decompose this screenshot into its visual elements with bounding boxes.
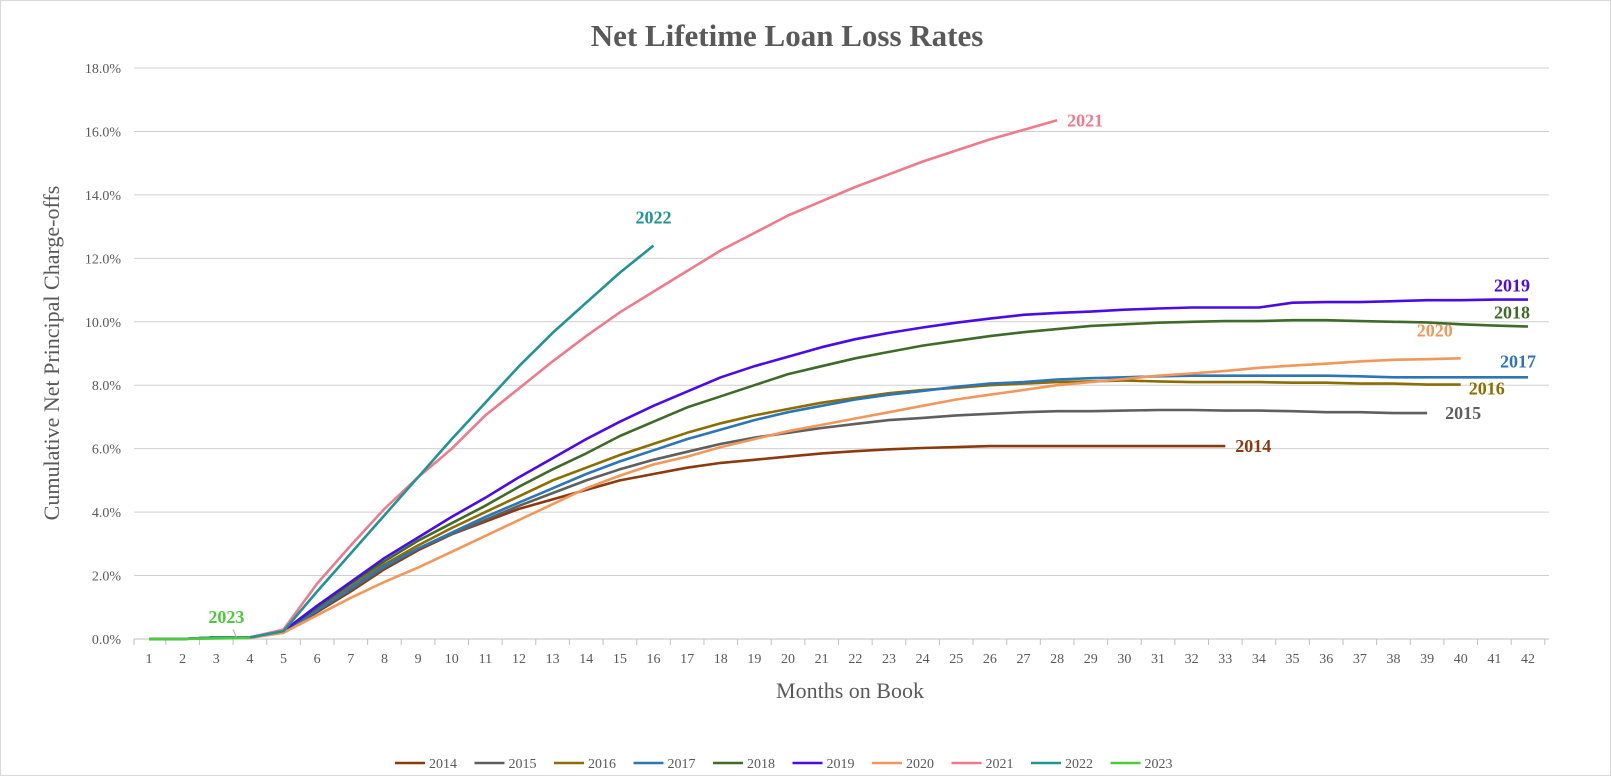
- series-line-2021: [149, 120, 1057, 639]
- x-tick-label: 14: [579, 652, 593, 667]
- x-tick-label: 7: [347, 652, 354, 667]
- legend-label-2020: 2020: [906, 757, 934, 772]
- x-tick-label: 26: [983, 652, 997, 667]
- legend-label-2014: 2014: [429, 757, 457, 772]
- x-tick-label: 24: [916, 652, 930, 667]
- x-tick-label: 42: [1521, 652, 1535, 667]
- y-tick-label: 10.0%: [85, 316, 122, 331]
- legend-label-2022: 2022: [1065, 757, 1093, 772]
- x-tick-label: 20: [781, 652, 795, 667]
- x-tick-label: 36: [1319, 652, 1333, 667]
- x-tick-label: 6: [314, 652, 321, 667]
- x-tick-label: 23: [882, 652, 896, 667]
- series-end-labels: 2014 2015 2016 2017 2018 2019 2020 2021 2022 2023: [208, 110, 1536, 637]
- x-tick-label: 17: [680, 652, 694, 667]
- x-tick-label: 9: [415, 652, 422, 667]
- x-tick-label: 22: [848, 652, 862, 667]
- x-tick-label: 39: [1420, 652, 1434, 667]
- x-tick-label: 21: [815, 652, 829, 667]
- legend-label-2017: 2017: [668, 757, 696, 772]
- legend-label-2015: 2015: [509, 757, 537, 772]
- x-tick-label: 1: [146, 652, 153, 667]
- series-line-2017: [149, 376, 1528, 639]
- y-tick-label: 6.0%: [92, 443, 122, 458]
- y-tick-label: 4.0%: [92, 506, 122, 521]
- x-tick-label: 40: [1454, 652, 1468, 667]
- legend-label-2021: 2021: [986, 757, 1014, 772]
- x-tick-label: 15: [613, 652, 627, 667]
- x-tick-label: 27: [1016, 652, 1030, 667]
- series-label-2018: 2018: [1494, 303, 1530, 323]
- x-tick-label: 18: [714, 652, 728, 667]
- x-tick-label: 37: [1353, 652, 1367, 667]
- x-tick-label: 11: [479, 652, 492, 667]
- x-tick-label: 35: [1286, 652, 1300, 667]
- x-tick-label: 33: [1218, 652, 1232, 667]
- legend-label-2018: 2018: [747, 757, 775, 772]
- y-tick-label: 2.0%: [92, 570, 122, 585]
- x-tick-label: 19: [747, 652, 761, 667]
- legend-label-2019: 2019: [827, 757, 855, 772]
- series-line-2022: [149, 246, 654, 639]
- x-tick-label: 4: [246, 652, 253, 667]
- y-tick-label: 0.0%: [92, 633, 122, 648]
- series-line-2023: [149, 638, 250, 639]
- x-tick-label: 2: [179, 652, 186, 667]
- x-tick-label: 31: [1151, 652, 1165, 667]
- series-label-2019: 2019: [1494, 276, 1530, 296]
- x-axis-label: Months on Book: [776, 678, 924, 703]
- legend: 2014 2015 2016 2017 2018 2019 2020 2021 2022 2023: [395, 757, 1173, 772]
- x-tick-label: 28: [1050, 652, 1064, 667]
- x-tick-label: 34: [1252, 652, 1266, 667]
- series-label-2020: 2020: [1417, 320, 1453, 340]
- x-tick-label: 5: [280, 652, 287, 667]
- series-label-2023: 2023: [208, 607, 244, 627]
- x-tick-label: 12: [512, 652, 526, 667]
- x-tick-label: 29: [1084, 652, 1098, 667]
- y-tick-label: 14.0%: [85, 189, 122, 204]
- x-tick-label: 30: [1117, 652, 1131, 667]
- x-tick-label: 32: [1185, 652, 1199, 667]
- series-label-2016: 2016: [1469, 379, 1505, 399]
- series-label-2017: 2017: [1500, 351, 1536, 371]
- series-line-2020: [149, 358, 1461, 639]
- x-tick-label: 38: [1386, 652, 1400, 667]
- series-label-2015: 2015: [1445, 403, 1481, 423]
- x-tick-label: 25: [949, 652, 963, 667]
- x-tick-label: 41: [1487, 652, 1501, 667]
- y-tick-label: 12.0%: [85, 252, 122, 267]
- x-tick-label: 8: [381, 652, 388, 667]
- chart-title: Net Lifetime Loan Loss Rates: [591, 18, 984, 53]
- y-tick-label: 16.0%: [85, 125, 122, 140]
- y-tick-labels: 0.0% 2.0% 4.0% 6.0% 8.0% 10.0% 12.0% 14.0% 16.0%…: [85, 62, 122, 648]
- x-tick-label: 16: [647, 652, 661, 667]
- series-label-2021: 2021: [1067, 110, 1103, 130]
- series-line-2018: [149, 320, 1528, 639]
- x-tick-label: 10: [445, 652, 459, 667]
- series-label-2022: 2022: [636, 208, 672, 228]
- y-tick-label: 18.0%: [85, 62, 122, 77]
- legend-label-2023: 2023: [1145, 757, 1173, 772]
- y-axis-label: Cumulative Net Principal Charge-offs: [39, 186, 64, 521]
- x-tick-label: 3: [213, 652, 220, 667]
- y-tick-label: 8.0%: [92, 379, 122, 394]
- x-tick-label: 13: [546, 652, 560, 667]
- series-lines: [149, 120, 1528, 639]
- legend-label-2016: 2016: [588, 757, 616, 772]
- series-label-2014: 2014: [1235, 436, 1271, 456]
